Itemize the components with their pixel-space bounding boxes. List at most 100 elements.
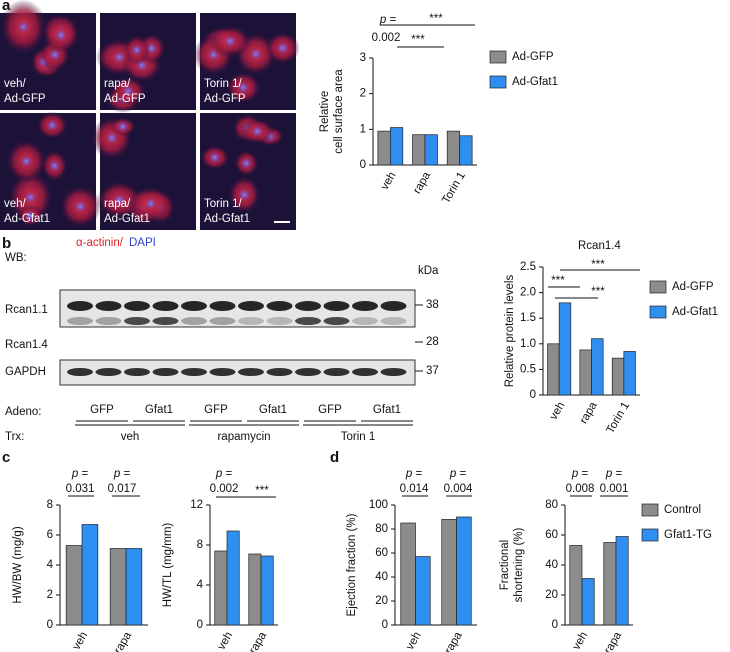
y-tick-label: 20 [545,589,558,601]
blot-row-label: Rcan1.1 [5,304,48,316]
trx-group: rapamycin [217,431,270,443]
band [323,368,350,376]
x-tick-label: rapa [602,630,624,652]
image-label: Ad-Gfat1 [104,213,150,225]
annotation: *** [551,275,565,287]
bar [581,578,595,626]
annotation: *** [411,34,425,46]
x-tick-label: rapa [578,400,600,426]
band [380,368,407,376]
bar [400,522,416,626]
kda-value: 28 [426,336,439,348]
kda-label: kDa [418,265,439,277]
y-tick-label: 6 [47,529,53,541]
y-tick-label: 2 [360,88,366,100]
band [209,301,236,311]
kda-value: 38 [426,299,439,311]
nucleus [20,155,33,168]
bar [456,516,472,626]
y-tick-label: 0 [552,619,558,631]
y-axis-label: Ejection fraction (%) [346,513,358,616]
band [181,368,207,376]
bar [569,545,583,626]
annotation: 0.017 [108,483,137,495]
legend-swatch [649,280,667,294]
image-label: Ad-GFP [4,93,46,105]
nucleus [240,157,253,170]
nucleus [224,35,237,48]
bar [591,338,604,396]
band [67,368,93,376]
band [95,301,122,311]
band [266,368,293,376]
nucleus [55,29,68,42]
y-axis-label: shortening (%) [513,527,525,602]
annotation: p = [605,468,623,480]
x-tick-label: veh [71,630,91,652]
nucleus [238,188,251,201]
image-label: Torin 1/ [204,78,243,90]
y-tick-label: 8 [197,539,203,551]
legend-swatch [649,305,667,319]
annotation: 0.004 [444,483,473,495]
y-tick-label: 12 [190,499,203,511]
panel-label: a [2,0,11,14]
band [380,301,407,311]
blot-row-label: Rcan1.4 [5,339,48,351]
y-axis-label: cell surface area [333,69,345,154]
band [266,317,293,325]
stain-label: DAPI [129,237,156,249]
adeno-group: GFP [90,404,114,416]
x-tick-label: Torin 1 [440,170,468,206]
annotation: 0.002 [372,32,401,44]
bar [65,545,83,626]
nucleus [113,193,126,206]
y-tick-label: 40 [545,559,558,571]
bar [412,134,426,166]
bar [260,555,274,626]
band [295,317,321,325]
image-label: veh/ [4,78,27,90]
image-label: veh/ [4,198,27,210]
bar [558,302,572,396]
band [238,301,264,311]
bar [415,556,431,626]
y-tick-label: 40 [375,571,388,583]
image-label: Ad-Gfat1 [4,213,50,225]
bar [547,343,560,396]
bar [446,130,461,166]
band [124,368,150,376]
annotation: 0.001 [600,483,629,495]
bar [615,536,629,626]
legend-label: Gfat1-TG [664,529,712,541]
annotation: p = [215,468,233,480]
x-tick-label: rapa [443,630,465,652]
y-tick-label: 20 [375,595,388,607]
y-tick-label: 0 [197,619,203,631]
legend-label: Ad-Gfat1 [672,306,718,318]
band [352,368,378,376]
adeno-group: Gfat1 [259,404,287,416]
band [124,317,150,325]
annotation: p = [571,468,589,480]
bar [226,530,240,626]
image-label: Ad-GFP [204,93,246,105]
x-tick-label: veh [404,630,424,652]
bar [109,548,127,626]
y-tick-label: 3 [360,52,366,64]
x-tick-label: rapa [411,170,433,196]
annotation: *** [429,13,443,25]
x-tick-label: Torin 1 [604,400,632,436]
chart-title: Rcan1.4 [578,240,621,252]
trx-label: Trx: [5,431,24,443]
nucleus [144,197,157,210]
y-axis-label: Fractional [499,540,511,591]
image-label: rapa/ [104,78,131,90]
bar [603,542,617,626]
y-tick-label: 1.0 [520,338,536,350]
legend-label: Ad-GFP [672,281,714,293]
panel-label: c [2,449,10,466]
band [295,368,321,376]
nucleus [105,131,118,144]
